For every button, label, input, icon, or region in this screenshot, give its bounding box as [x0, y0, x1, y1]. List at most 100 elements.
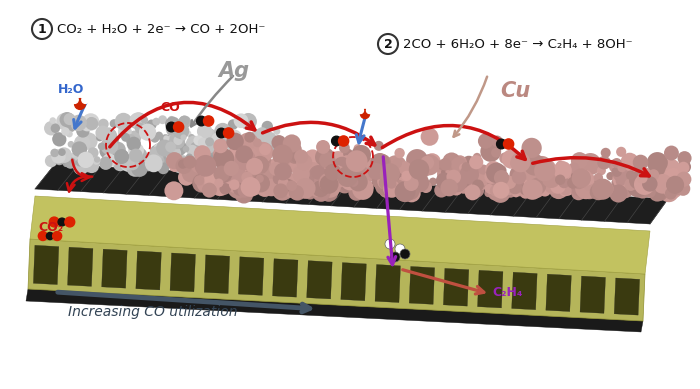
Circle shape — [158, 115, 167, 124]
Circle shape — [178, 159, 188, 169]
Circle shape — [541, 160, 556, 174]
Circle shape — [114, 149, 130, 164]
Circle shape — [503, 176, 516, 189]
Circle shape — [502, 149, 522, 169]
Circle shape — [193, 151, 207, 165]
Circle shape — [374, 141, 384, 151]
Circle shape — [183, 156, 197, 169]
Circle shape — [125, 134, 136, 145]
Circle shape — [379, 163, 400, 184]
Circle shape — [131, 160, 148, 177]
Circle shape — [44, 121, 59, 135]
Text: 1: 1 — [38, 23, 46, 35]
Circle shape — [257, 158, 277, 179]
Circle shape — [329, 165, 346, 182]
Circle shape — [244, 161, 255, 172]
Circle shape — [597, 156, 611, 170]
Circle shape — [262, 121, 273, 132]
Circle shape — [394, 148, 405, 158]
Circle shape — [512, 189, 520, 197]
Circle shape — [393, 180, 407, 193]
Circle shape — [194, 161, 202, 169]
Circle shape — [332, 136, 341, 146]
Circle shape — [209, 183, 217, 191]
Circle shape — [486, 163, 507, 183]
Circle shape — [494, 170, 509, 186]
Circle shape — [647, 152, 668, 173]
Circle shape — [110, 142, 126, 158]
Circle shape — [174, 158, 188, 171]
Circle shape — [590, 183, 607, 200]
Circle shape — [555, 175, 566, 185]
Circle shape — [295, 185, 309, 198]
Circle shape — [85, 157, 94, 166]
Circle shape — [617, 163, 626, 172]
Circle shape — [52, 132, 66, 147]
Text: 2: 2 — [384, 37, 393, 51]
Circle shape — [626, 170, 636, 180]
Circle shape — [662, 183, 671, 192]
Circle shape — [660, 159, 681, 180]
Circle shape — [539, 172, 560, 192]
Circle shape — [457, 161, 478, 181]
Circle shape — [290, 150, 303, 163]
Circle shape — [328, 151, 348, 171]
Circle shape — [487, 175, 504, 192]
Circle shape — [364, 167, 378, 181]
Circle shape — [535, 182, 544, 191]
Circle shape — [522, 138, 542, 158]
Circle shape — [554, 174, 566, 186]
Circle shape — [248, 158, 266, 175]
Circle shape — [612, 177, 624, 189]
Circle shape — [183, 146, 189, 152]
Circle shape — [666, 177, 685, 196]
Circle shape — [484, 184, 494, 193]
Circle shape — [265, 174, 284, 192]
Circle shape — [654, 187, 668, 201]
Circle shape — [251, 156, 269, 174]
Circle shape — [172, 158, 188, 173]
Circle shape — [395, 168, 409, 182]
Circle shape — [532, 156, 552, 176]
Circle shape — [269, 162, 283, 176]
Circle shape — [642, 176, 657, 192]
Circle shape — [520, 184, 531, 195]
Circle shape — [477, 167, 495, 185]
Circle shape — [65, 217, 75, 227]
Circle shape — [662, 178, 672, 188]
Circle shape — [102, 128, 117, 144]
Circle shape — [102, 148, 120, 166]
Polygon shape — [35, 164, 668, 224]
Circle shape — [446, 178, 461, 193]
Circle shape — [491, 148, 500, 158]
Circle shape — [627, 176, 649, 198]
Circle shape — [262, 179, 280, 196]
Circle shape — [230, 163, 240, 174]
Circle shape — [279, 167, 290, 179]
Circle shape — [430, 162, 439, 170]
Circle shape — [550, 178, 566, 194]
Circle shape — [273, 178, 281, 187]
Circle shape — [98, 142, 106, 150]
Circle shape — [658, 180, 678, 201]
Circle shape — [164, 139, 172, 146]
Circle shape — [528, 165, 549, 186]
Circle shape — [204, 174, 224, 194]
Circle shape — [46, 232, 54, 240]
Circle shape — [186, 136, 202, 152]
Circle shape — [469, 155, 483, 169]
Circle shape — [45, 155, 57, 167]
Circle shape — [130, 112, 147, 130]
Circle shape — [314, 176, 324, 186]
Circle shape — [312, 183, 330, 202]
Circle shape — [439, 158, 452, 170]
Circle shape — [276, 174, 286, 184]
Circle shape — [309, 180, 321, 193]
Circle shape — [274, 178, 286, 189]
Circle shape — [141, 116, 148, 124]
Circle shape — [484, 170, 498, 184]
Circle shape — [407, 158, 426, 177]
Circle shape — [436, 172, 452, 189]
Circle shape — [246, 158, 263, 175]
Circle shape — [283, 173, 300, 190]
